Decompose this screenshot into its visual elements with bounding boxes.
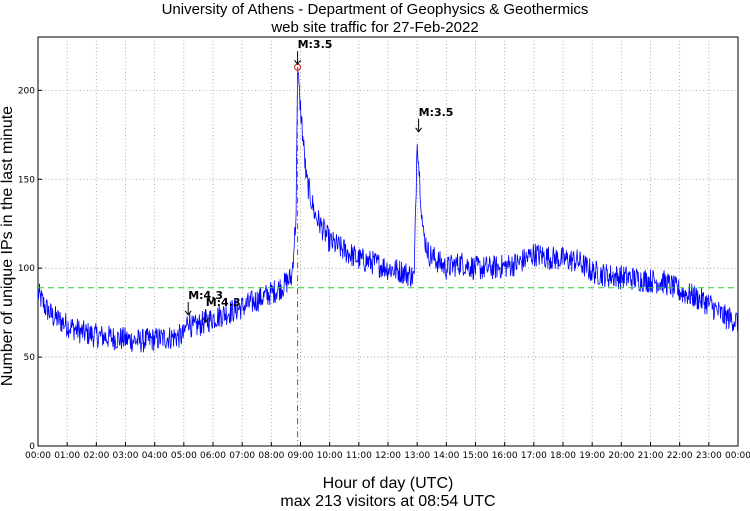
y-tick-label: 150 [18,175,35,185]
x-tick-label: 23:00 [696,451,722,461]
annotation-arrowhead [184,310,192,316]
x-tick-label: 20:00 [608,451,634,461]
footer-max-text: max 213 visitors at 08:54 UTC [280,493,495,510]
x-tick-label: 15:00 [463,451,489,461]
annotation-arrowhead [202,317,210,323]
x-tick-label: 04:00 [142,451,168,461]
annotation-label: M:4.3 [188,289,223,302]
annotation-arrowhead [294,59,301,66]
x-tick-label: 05:00 [171,451,197,461]
x-tick-label: 08:00 [258,451,284,461]
y-axis-label: Number of unique IPs in the last minute [0,106,16,386]
x-tick-label: 09:00 [288,451,314,461]
plot-frame [37,36,739,447]
x-axis-label: Hour of day (UTC) [323,475,454,492]
x-tick-label: 21:00 [638,451,664,461]
x-tick-label: 03:00 [113,451,139,461]
x-tick-label: 02:00 [83,451,109,461]
plot-area: 00:00 01:00 02:00 03:00 04:00 05:00 06:00 07:00… [18,36,750,461]
x-tick-label: 17:00 [521,451,547,461]
x-tick-label: 13:00 [404,451,430,461]
x-tick-label: 11:00 [346,451,372,461]
x-tick-label: 07:00 [229,451,255,461]
annotation-arrowhead [415,127,423,133]
x-tick-label: 00:00 [25,451,51,461]
y-tick-label: 200 [18,86,35,96]
annotation-label: M:4.3 [206,296,241,309]
y-tick-label: 50 [24,353,36,363]
x-tick-label: 10:00 [317,451,343,461]
x-tick-label: 00:00 [725,451,750,461]
y-tick-label: 100 [18,264,35,274]
x-tick-label: 01:00 [54,451,80,461]
x-tick-label: 12:00 [375,451,401,461]
x-tick-label: 19:00 [579,451,605,461]
x-tick-label: 22:00 [667,451,693,461]
traffic-series-line [37,67,739,353]
y-tick-label: 0 [29,442,35,452]
annotation-label: M:3.5 [419,106,454,119]
x-tick-label: 18:00 [550,451,576,461]
annotation-label: M:3.5 [298,38,333,51]
x-tick-label: 14:00 [433,451,459,461]
x-tick-label: 06:00 [200,451,226,461]
x-tick-label: 16:00 [492,451,518,461]
chart-title: University of Athens - Department of Geo… [162,1,589,18]
chart-subtitle: web site traffic for 27-Feb-2022 [270,19,478,36]
